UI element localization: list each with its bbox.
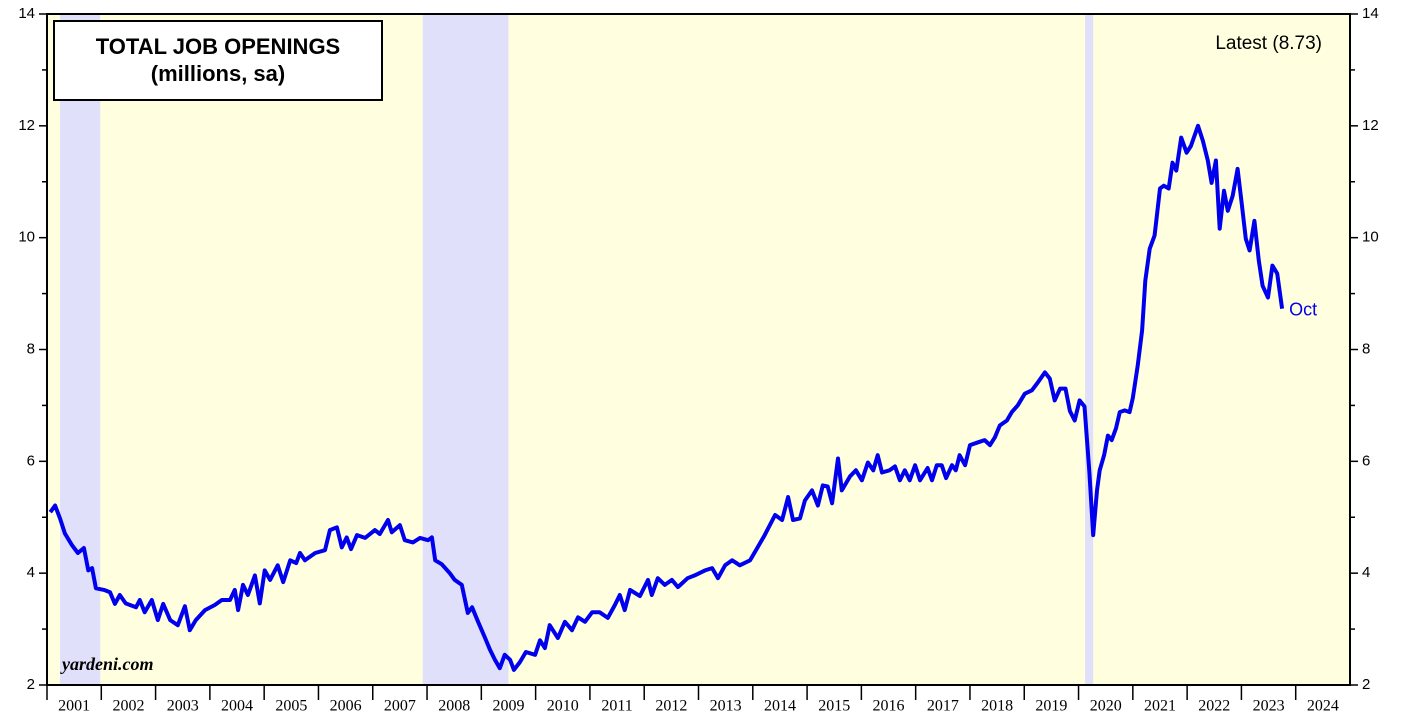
x-tick-label: 2013 — [710, 698, 742, 715]
y-tick-label: 4 — [27, 564, 35, 581]
y-tick-label: 10 — [18, 229, 35, 246]
y2-tick-label: 8 — [1362, 340, 1370, 357]
x-tick-label: 2006 — [330, 698, 362, 715]
y2-tick-label: 4 — [1362, 564, 1370, 581]
series-line — [48, 123, 1285, 672]
chart-subtitle: (millions, sa) — [151, 61, 285, 86]
x-tick-label: 2002 — [112, 698, 144, 715]
x-tick-label: 2021 — [1144, 698, 1176, 715]
marks — [48, 123, 1285, 672]
y-tick-label: 6 — [27, 452, 35, 469]
y-tick-label: 12 — [18, 117, 35, 134]
x-tick-label: 2017 — [927, 698, 959, 715]
x-tick-label: 2011 — [601, 698, 632, 715]
x-tick-label: 2022 — [1198, 698, 1230, 715]
recession-band — [422, 14, 509, 685]
y2-tick-label: 2 — [1362, 676, 1370, 693]
y2-tick-label: 10 — [1362, 229, 1379, 246]
y2-tick-label: 6 — [1362, 452, 1370, 469]
x-tick-label: 2008 — [438, 698, 470, 715]
latest-label: Latest (8.73) — [1215, 33, 1322, 54]
last-point-label: Oct — [1289, 299, 1317, 319]
y2-tick-label: 12 — [1362, 117, 1379, 134]
x-tick-label: 2010 — [547, 698, 579, 715]
x-tick-label: 2003 — [167, 698, 199, 715]
y-tick-label: 2 — [27, 676, 35, 693]
recession-band — [1085, 14, 1094, 685]
x-tick-label: 2019 — [1035, 698, 1067, 715]
y2-tick-label: 14 — [1362, 5, 1379, 22]
x-tick-label: 2024 — [1307, 698, 1339, 715]
x-tick-label: 2020 — [1090, 698, 1122, 715]
y-tick-label: 8 — [27, 340, 35, 357]
x-tick-label: 2023 — [1253, 698, 1285, 715]
x-tick-label: 2018 — [981, 698, 1013, 715]
source-label: yardeni.com — [60, 654, 154, 674]
x-tick-label: 2009 — [492, 698, 524, 715]
x-tick-label: 2015 — [818, 698, 850, 715]
x-tick-label: 2014 — [764, 698, 796, 715]
x-tick-label: 2016 — [873, 698, 905, 715]
x-tick-label: 2005 — [275, 698, 307, 715]
x-tick-label: 2007 — [384, 698, 416, 715]
chart-title: TOTAL JOB OPENINGS — [96, 34, 340, 59]
x-tick-label: 2012 — [655, 698, 687, 715]
x-tick-label: 2004 — [221, 698, 253, 715]
x-tick-label: 2001 — [58, 698, 90, 715]
title-box — [53, 20, 383, 101]
y-tick-label: 14 — [18, 5, 35, 22]
